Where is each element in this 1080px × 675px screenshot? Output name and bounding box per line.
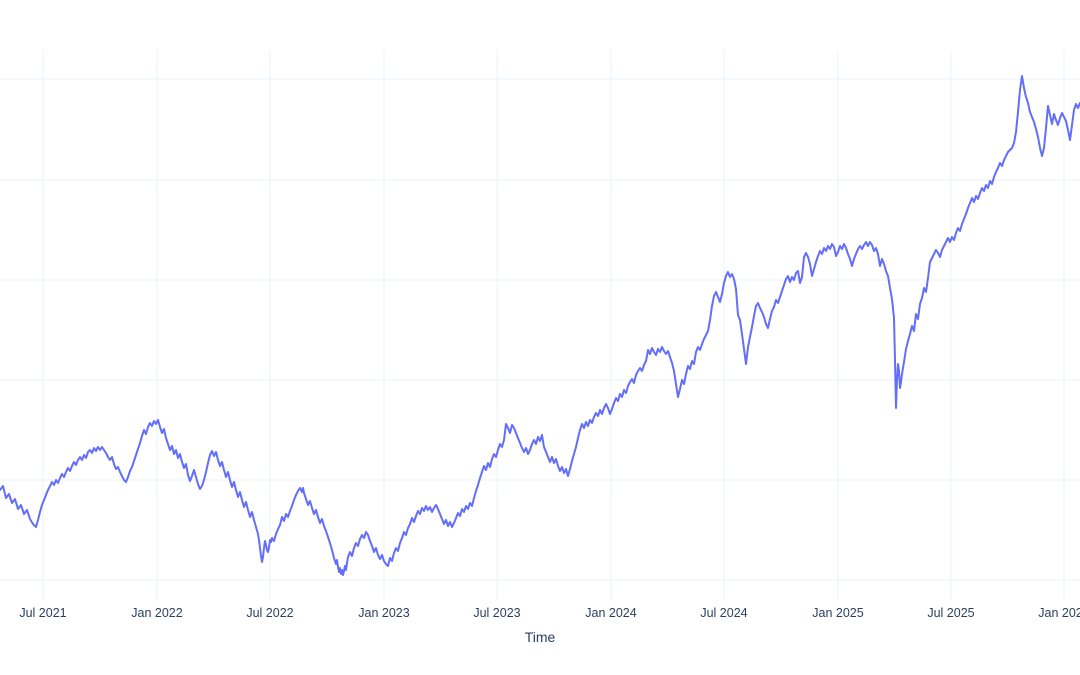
x-tick-label: Jan 2022 bbox=[131, 606, 183, 620]
x-axis-title: Time bbox=[524, 629, 556, 645]
x-tick-label: Jan 2024 bbox=[585, 606, 637, 620]
series-line[interactable] bbox=[0, 75, 1080, 576]
x-tick-label: Jul 2022 bbox=[246, 606, 294, 620]
vertical-gridlines bbox=[42, 50, 1065, 595]
x-tick-label: Jul 2025 bbox=[927, 606, 975, 620]
x-tick-label: Jan 2026 bbox=[1038, 606, 1080, 620]
x-tick-label: Jul 2023 bbox=[473, 606, 521, 620]
x-axis-tick-marks bbox=[42, 595, 1065, 601]
horizontal-gridlines bbox=[0, 78, 1080, 581]
x-tick-label: Jul 2021 bbox=[19, 606, 67, 620]
x-tick-label: Jan 2023 bbox=[358, 606, 410, 620]
x-tick-label: Jul 2024 bbox=[700, 606, 748, 620]
x-tick-label: Jan 2025 bbox=[812, 606, 864, 620]
